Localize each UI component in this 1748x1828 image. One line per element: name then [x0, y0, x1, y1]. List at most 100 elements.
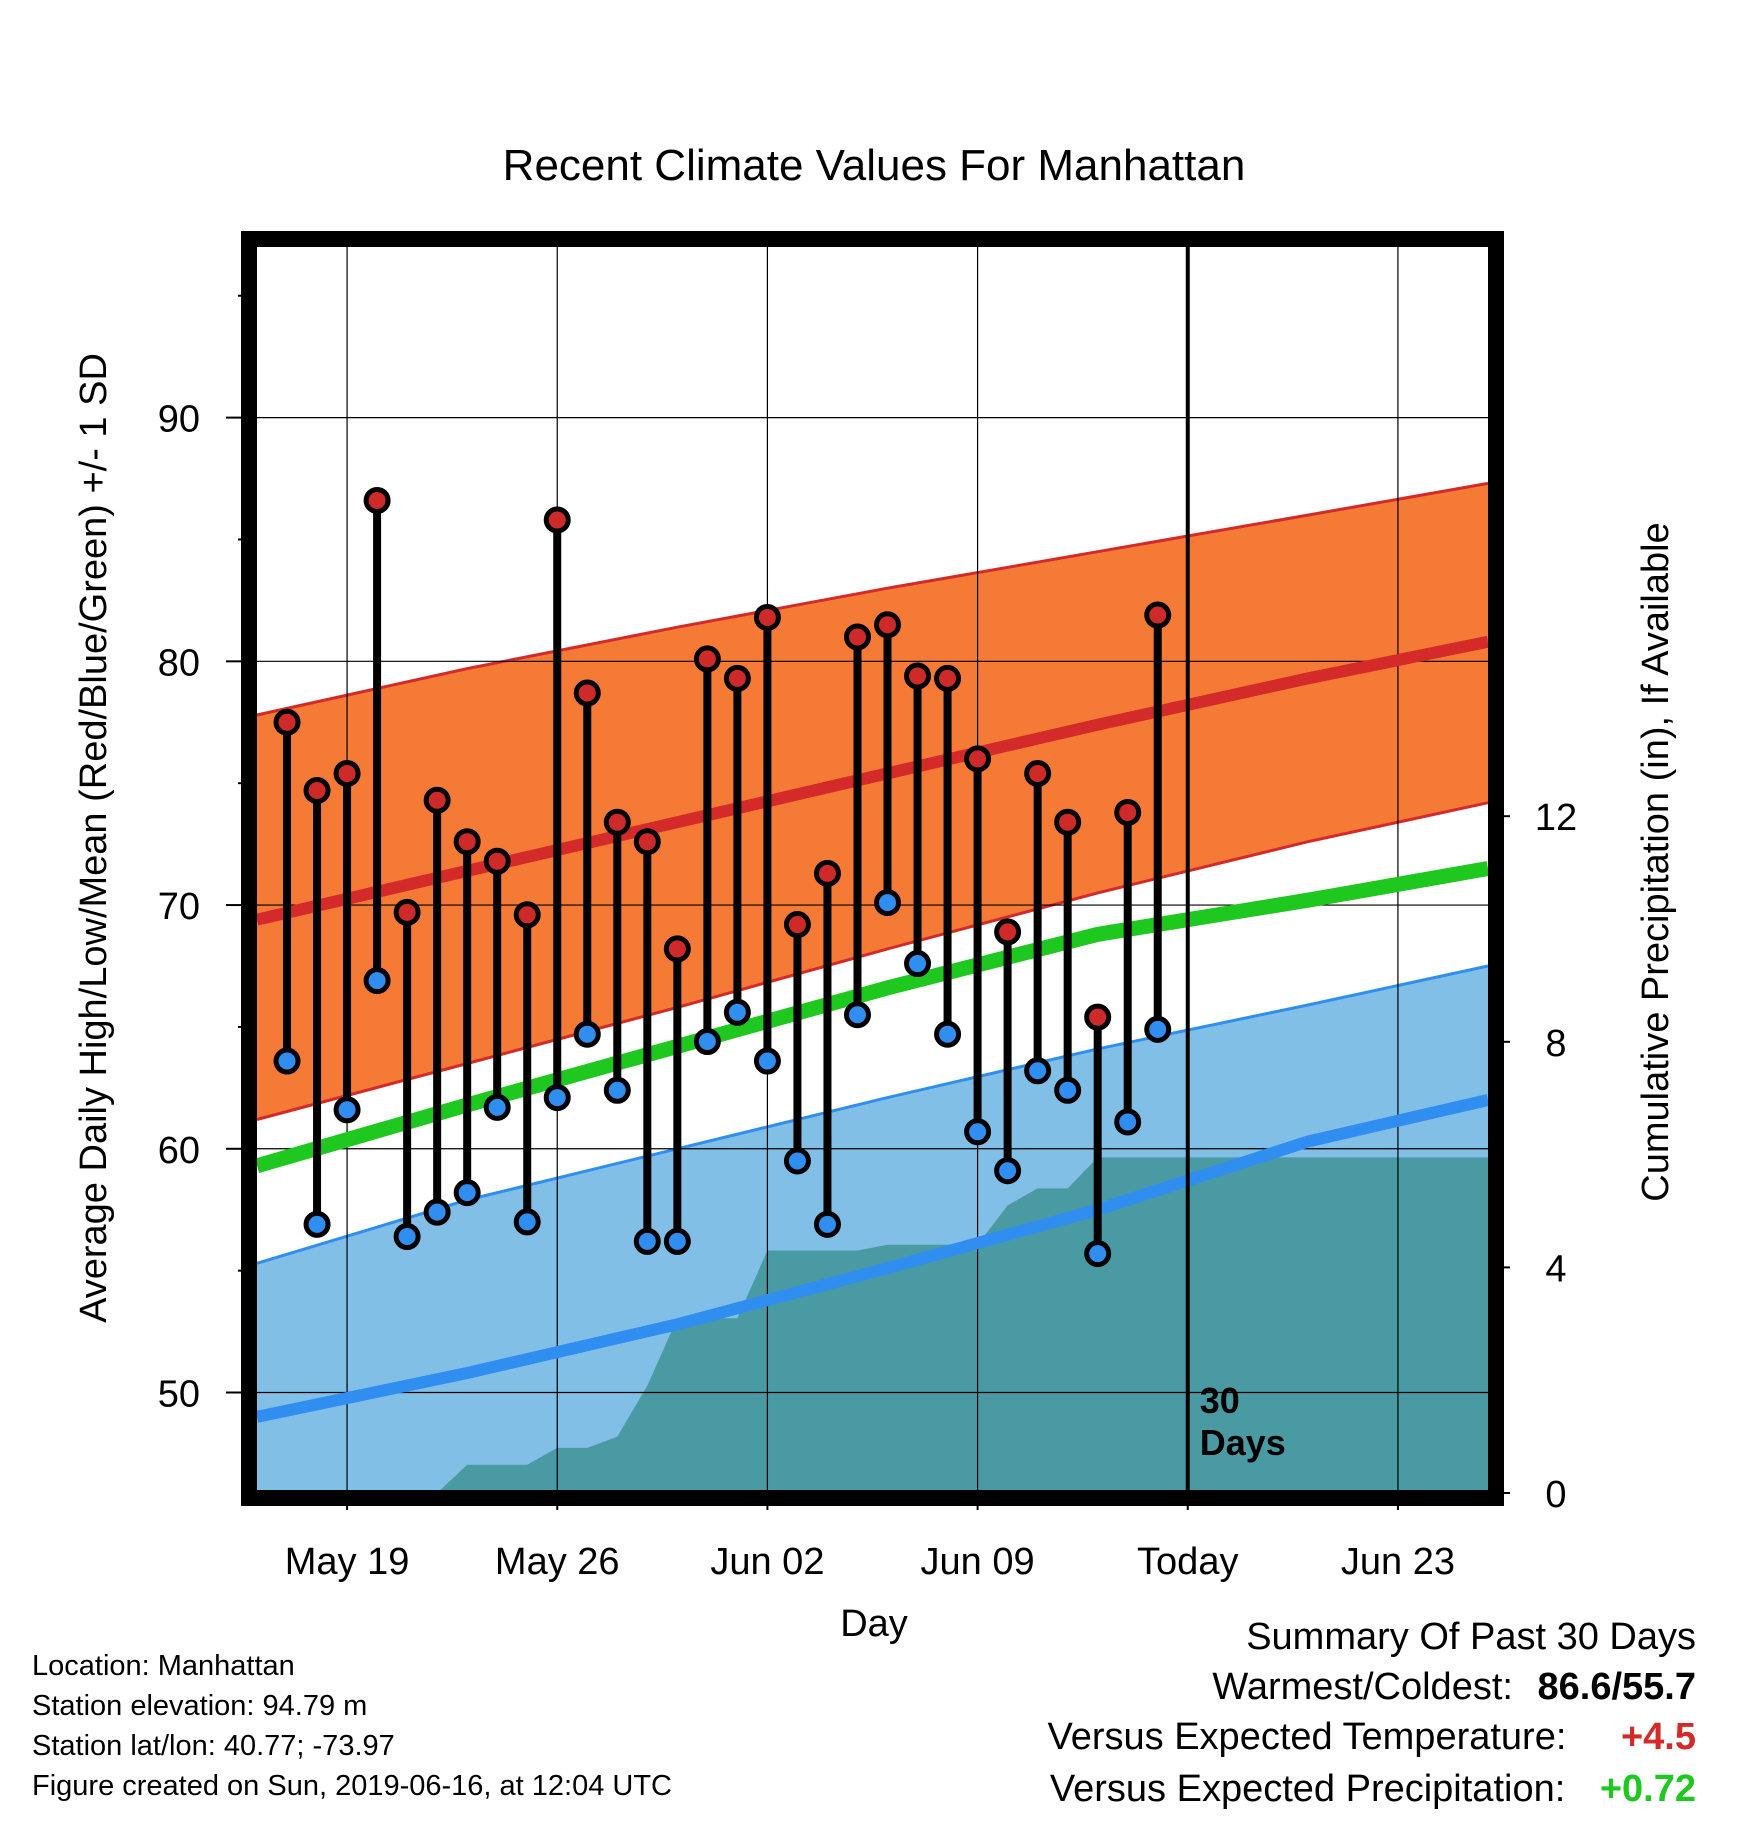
latlon-text: Station lat/lon: 40.77; -73.97 — [32, 1730, 395, 1762]
y-tick-label: 50 — [158, 1374, 200, 1416]
normal-low-line — [255, 1094, 1490, 1423]
daily-low-point — [363, 967, 391, 995]
y2-tick-label: 8 — [1545, 1023, 1566, 1065]
daily-high-point — [483, 847, 511, 875]
y-tick-label: 70 — [158, 886, 200, 928]
daily-low-point — [633, 1227, 661, 1255]
daily-low-point — [843, 1001, 871, 1029]
y2-axis-label: Cumulative Precipitation (in), If Availa… — [1635, 522, 1677, 1201]
temp-label: Versus Expected Temperature: — [1047, 1716, 1567, 1758]
daily-high-point — [874, 611, 902, 639]
daily-high-point — [453, 828, 481, 856]
daily-high-point — [723, 664, 751, 692]
daily-high-point — [393, 898, 421, 926]
precip-label: Versus Expected Precipitation: — [1049, 1768, 1566, 1810]
daily-high-point — [843, 623, 871, 651]
daily-high-point — [964, 745, 992, 773]
daily-low-point — [513, 1208, 541, 1236]
precip-value: +0.72 — [1599, 1768, 1696, 1810]
high-upper-sd-line — [256, 481, 1489, 717]
daily-low-point — [573, 1020, 601, 1048]
x-tick-label: May 26 — [495, 1541, 620, 1583]
daily-low-point — [813, 1210, 841, 1238]
chart-title: Recent Climate Values For Manhattan — [503, 141, 1246, 190]
warm-cold-value: 86.6/55.7 — [1537, 1666, 1696, 1708]
daily-high-point — [1054, 808, 1082, 836]
summary-precip: Versus Expected Precipitation: +0.72 — [1050, 1768, 1696, 1811]
x-tick-label: Jun 23 — [1341, 1541, 1455, 1583]
today-label-days: Days — [1200, 1422, 1286, 1463]
daily-low-point — [723, 998, 751, 1026]
daily-low-point — [964, 1118, 992, 1146]
daily-low-point — [603, 1076, 631, 1104]
daily-high-point — [783, 911, 811, 939]
x-tick-label: Jun 02 — [710, 1541, 824, 1583]
daily-high-point — [663, 935, 691, 963]
warm-cold-label: Warmest/Coldest: — [1212, 1666, 1513, 1708]
daily-low-point — [663, 1227, 691, 1255]
daily-low-point — [753, 1047, 781, 1075]
daily-low-point — [994, 1157, 1022, 1185]
daily-low-point — [303, 1210, 331, 1238]
daily-low-point — [393, 1223, 421, 1251]
daily-low-point — [904, 950, 932, 978]
daily-low-point — [1144, 1015, 1172, 1043]
daily-high-point — [573, 679, 601, 707]
daily-low-point — [273, 1047, 301, 1075]
precip-area — [257, 1157, 1488, 1493]
daily-low-point — [1054, 1076, 1082, 1104]
daily-high-point — [423, 786, 451, 814]
daily-low-point — [423, 1198, 451, 1226]
y2-tick-label: 12 — [1535, 797, 1577, 839]
daily-high-point — [693, 645, 721, 673]
daily-high-point — [633, 828, 661, 856]
y-tick-label: 60 — [158, 1130, 200, 1172]
daily-high-point — [513, 901, 541, 929]
high-sd-band — [257, 483, 1488, 1120]
daily-high-point — [904, 662, 932, 690]
y-axis-label: Average Daily High/Low/Mean (Red/Blue/Gr… — [73, 353, 115, 1323]
y-tick-label: 90 — [158, 399, 200, 441]
daily-low-point — [783, 1147, 811, 1175]
daily-high-point — [753, 603, 781, 631]
daily-high-point — [543, 506, 571, 534]
y-tick-label: 80 — [158, 642, 200, 684]
daily-high-point — [333, 759, 361, 787]
daily-low-point — [453, 1179, 481, 1207]
plot-frame — [241, 231, 1504, 1506]
temp-value: +4.5 — [1620, 1716, 1696, 1758]
daily-high-point — [1114, 798, 1142, 826]
daily-low-point — [934, 1020, 962, 1048]
x-tick-label: Jun 09 — [921, 1541, 1035, 1583]
daily-high-point — [603, 808, 631, 836]
x-tick-label: Today — [1137, 1541, 1238, 1583]
daily-high-point — [363, 486, 391, 514]
today-label-count: 30 — [1200, 1380, 1240, 1421]
daily-low-point — [1084, 1240, 1112, 1268]
created-text: Figure created on Sun, 2019-06-16, at 12… — [32, 1770, 672, 1802]
daily-high-point — [303, 777, 331, 805]
y2-tick-label: 0 — [1545, 1474, 1566, 1516]
y2-tick-label: 4 — [1545, 1248, 1566, 1290]
summary-warm-cold: Warmest/Coldest: 86.6/55.7 — [1212, 1666, 1696, 1709]
daily-low-point — [543, 1084, 571, 1112]
x-axis-label: Day — [840, 1603, 908, 1645]
daily-high-point — [273, 708, 301, 736]
daily-high-point — [813, 859, 841, 887]
daily-low-point — [483, 1093, 511, 1121]
daily-low-point — [874, 889, 902, 917]
daily-high-point — [1084, 1003, 1112, 1031]
daily-high-point — [934, 664, 962, 692]
location-text: Location: Manhattan — [32, 1650, 295, 1682]
daily-high-point — [994, 918, 1022, 946]
daily-low-point — [693, 1028, 721, 1056]
daily-high-point — [1144, 601, 1172, 629]
daily-low-point — [1024, 1057, 1052, 1085]
elevation-text: Station elevation: 94.79 m — [32, 1690, 368, 1722]
x-tick-label: May 19 — [285, 1541, 410, 1583]
daily-high-point — [1024, 759, 1052, 787]
summary-temp: Versus Expected Temperature: +4.5 — [1047, 1716, 1696, 1759]
summary-heading: Summary Of Past 30 Days — [1246, 1616, 1696, 1658]
